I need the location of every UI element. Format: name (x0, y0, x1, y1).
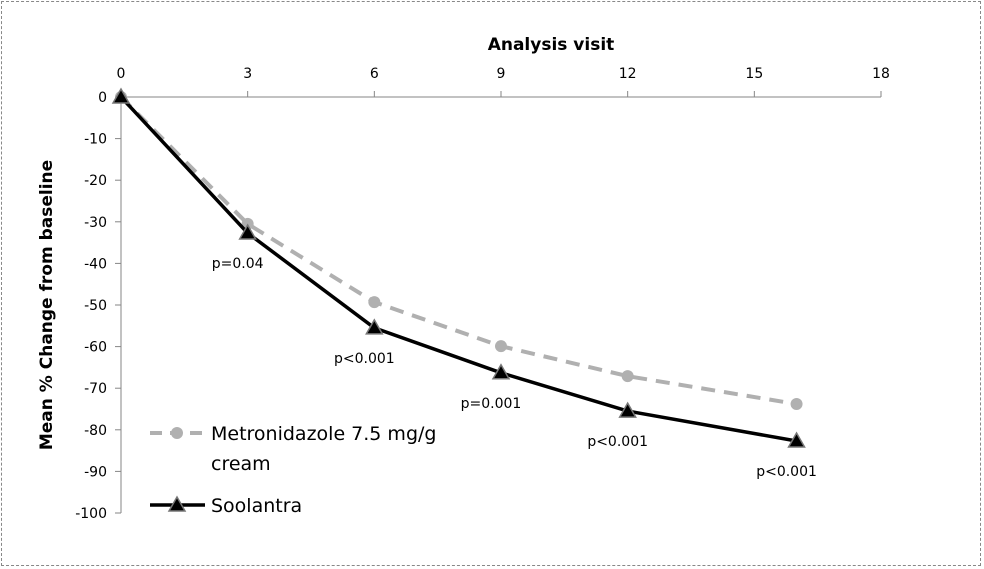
data-point-circle (790, 398, 803, 411)
legend-label: cream (211, 453, 271, 475)
series-line-soolantra (119, 95, 797, 443)
data-point-triangle (618, 401, 637, 418)
y-axis-title: Mean % Change from baseline (37, 160, 57, 450)
legend-label: Soolantra (211, 495, 302, 517)
y-tick-label: 0 (98, 90, 107, 106)
x-tick-label: 3 (243, 66, 252, 82)
x-tick-label: 15 (745, 66, 763, 82)
p-value-annotation: p=0.001 (461, 396, 522, 412)
x-tick-label: 6 (370, 66, 379, 82)
data-point-triangle (238, 223, 257, 240)
p-value-annotation: p=0.04 (212, 256, 264, 272)
legend-marker-triangle (167, 495, 187, 512)
x-tick-label: 9 (497, 66, 506, 82)
series-line-metronidazole (119, 95, 797, 406)
y-tick-label: -10 (84, 132, 107, 148)
p-value-annotation: p<0.001 (587, 434, 648, 450)
y-tick-label: -60 (84, 340, 107, 356)
legend-label: Metronidazole 7.5 mg/g (211, 423, 436, 445)
y-tick-label: -90 (84, 464, 107, 480)
y-tick-label: -70 (84, 381, 107, 397)
x-tick-label: 12 (619, 66, 637, 82)
data-point-circle (495, 340, 507, 353)
data-point-triangle (111, 87, 131, 104)
y-tick-label: -40 (84, 256, 107, 272)
y-tick-label: -20 (84, 173, 107, 189)
y-tick-label: -100 (75, 506, 107, 522)
x-tick-label: 18 (872, 66, 890, 82)
p-value-annotation: p<0.001 (334, 351, 395, 367)
data-point-circle (368, 296, 381, 309)
legend-marker-circle (171, 427, 183, 439)
data-point-triangle (491, 363, 511, 380)
x-axis-title: Analysis visit (488, 35, 615, 55)
x-tick-label: 0 (117, 66, 126, 82)
data-point-triangle (787, 431, 806, 448)
data-point-circle (621, 370, 634, 383)
data-point-triangle (365, 318, 384, 335)
y-tick-label: -30 (84, 215, 107, 231)
y-tick-label: -80 (84, 423, 107, 439)
y-tick-label: -50 (84, 298, 107, 314)
p-value-annotation: p<0.001 (756, 464, 817, 480)
